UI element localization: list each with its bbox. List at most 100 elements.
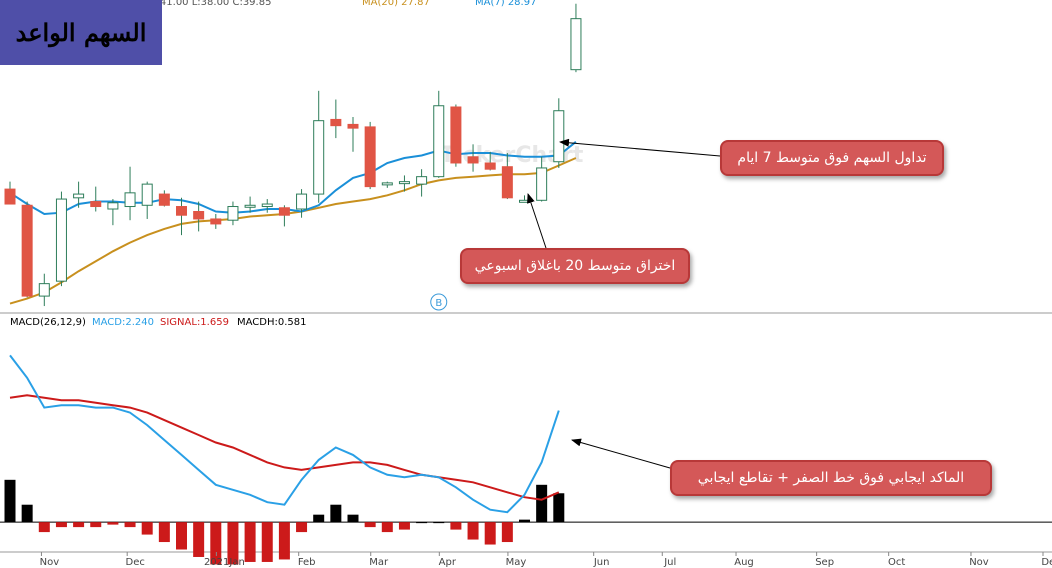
hist-bar-pos [553, 493, 565, 523]
candle-up [261, 203, 273, 208]
candle-up [519, 199, 530, 203]
candle-up [296, 193, 308, 210]
ma20-line [9, 157, 577, 305]
candle-down [330, 118, 342, 127]
x-tick-label: Nov [40, 557, 60, 568]
hist-bar-pos [416, 522, 428, 524]
hist-bar-pos [347, 514, 359, 523]
x-tick-label: Aug [734, 557, 754, 568]
chart-title-box: السهم الواعد [0, 0, 162, 65]
callout-ma20-text: اختراق متوسط 20 باغلاق اسبوعي [474, 258, 676, 274]
ma20-legend: MA(20) 27.87 [362, 0, 430, 8]
hist-bar-neg [141, 522, 153, 535]
x-tick-label: Dec [126, 557, 145, 568]
macd-line [9, 354, 560, 514]
hist-bar-neg [484, 522, 496, 545]
candle-up [398, 181, 410, 185]
candle-down [210, 218, 222, 225]
hist-bar-pos [313, 514, 325, 523]
hist-bar-neg [73, 522, 85, 528]
hist-bar-pos [433, 522, 445, 524]
hist-bar-pos [21, 504, 33, 523]
candle-down [501, 166, 513, 199]
x-tick-label: Jul [663, 557, 676, 568]
signal-value: SIGNAL:1.659 [160, 317, 229, 328]
hist-bar-neg [398, 522, 410, 530]
hist-bar-neg [55, 522, 67, 528]
x-tick-label: Feb [298, 557, 316, 568]
hist-bar-neg [158, 522, 170, 543]
x-tick-label: Sep [815, 557, 834, 568]
candle-down [364, 126, 376, 188]
candle-up [570, 18, 582, 71]
callout-ma7: تداول السهم فوق متوسط 7 ايام [720, 140, 944, 176]
arrow-macd [571, 438, 671, 469]
buy-marker-label: B [435, 298, 442, 309]
candle-up [313, 120, 325, 195]
callout-macd: الماكد ايجابي فوق خط الصفر + تقاطع ايجاب… [670, 460, 992, 496]
candle-up [38, 283, 50, 297]
candle-down [21, 204, 33, 297]
x-tick-label: Apr [439, 557, 457, 568]
hist-bar-neg [450, 522, 462, 530]
candle-up [107, 202, 119, 210]
buy-marker-icon [430, 293, 448, 311]
hist-bar-neg [261, 522, 273, 562]
macd-name: MACD(26,12,9) [10, 317, 86, 328]
candle-down [176, 206, 187, 216]
hist-bar-neg [193, 522, 205, 557]
hist-bar-neg [381, 522, 393, 533]
candle-up [381, 182, 393, 186]
candle-up [73, 193, 85, 199]
x-tick-label: May [506, 557, 527, 568]
x-tick-label: Nov [969, 557, 989, 568]
candle-up [227, 206, 239, 221]
chart-title: السهم الواعد [15, 18, 147, 47]
hist-bar-neg [210, 522, 222, 565]
candle-down [347, 123, 359, 129]
hist-bar-pos [330, 504, 342, 523]
candle-down [467, 156, 479, 164]
hist-bar-neg [244, 522, 256, 562]
hist-bar-neg [124, 522, 136, 528]
hist-bar-neg [278, 522, 290, 560]
arrow-ma7 [559, 138, 721, 157]
candle-up [416, 176, 428, 185]
hist-bar-pos [4, 479, 16, 523]
callout-macd-text: الماكد ايجابي فوق خط الصفر + تقاطع ايجاب… [697, 470, 965, 486]
hist-bar-neg [176, 522, 187, 550]
macdh-value: MACDH:0.581 [237, 317, 307, 328]
x-tick-label: Mar [369, 557, 389, 568]
hist-bar-neg [90, 522, 102, 528]
ma7-legend: MA(7) 28.97 [475, 0, 536, 8]
candle-up [536, 167, 548, 201]
x-tick-label: Oct [888, 557, 905, 568]
candle-down [4, 188, 16, 205]
x-tick-label: Jun [593, 557, 610, 568]
macd-value: MACD:2.240 [92, 317, 154, 328]
candle-down [158, 193, 170, 206]
hist-bar-neg [227, 522, 239, 565]
x-tick-label: Dec [1041, 557, 1052, 568]
hist-bar-neg [107, 522, 119, 525]
signal-line [9, 394, 560, 501]
candle-down [90, 201, 102, 208]
hist-bar-neg [296, 522, 308, 533]
x-tick-label: 2021Jan [204, 557, 245, 568]
hist-bar-pos [519, 519, 530, 523]
callout-ma7-text: تداول السهم فوق متوسط 7 ايام [737, 150, 927, 166]
hist-bar-neg [467, 522, 479, 540]
callout-ma20: اختراق متوسط 20 باغلاق اسبوعي [460, 248, 690, 284]
candle-up [433, 105, 445, 178]
candle-down [484, 162, 496, 170]
ma7-line [9, 141, 577, 216]
candle-down [278, 207, 290, 216]
candle-up [553, 110, 565, 163]
candle-up [124, 192, 136, 208]
candle-up [55, 198, 67, 282]
hist-bar-neg [38, 522, 50, 533]
hist-bar-neg [364, 522, 376, 528]
candle-down [193, 210, 205, 220]
hist-bar-neg [501, 522, 513, 543]
candle-up [244, 204, 256, 208]
